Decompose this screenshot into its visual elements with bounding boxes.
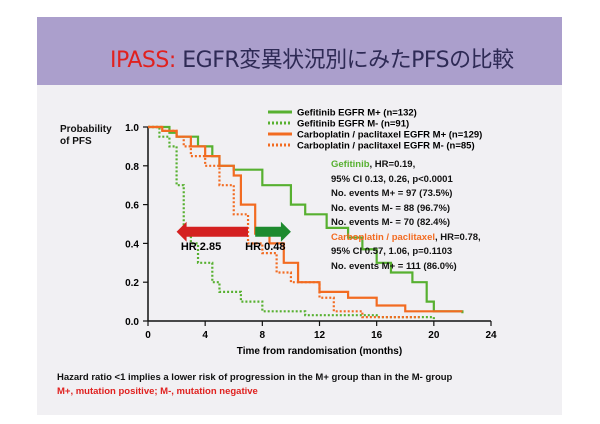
gefitinib-hr: , HR=0.19, bbox=[369, 159, 416, 170]
legend-label: Gefitinib EGFR M+ (n=132) bbox=[297, 108, 417, 119]
y-tick-label: 0.4 bbox=[125, 239, 139, 250]
hr-arrow bbox=[176, 221, 249, 242]
x-tick-label: 0 bbox=[145, 330, 151, 341]
x-tick-label: 16 bbox=[371, 330, 383, 341]
title-band bbox=[37, 17, 562, 85]
stat-line: No. events M+ = 111 (86.0%) bbox=[331, 260, 457, 272]
stat-line: No. events M- = 88 (96.7%) bbox=[331, 202, 451, 214]
x-tick-label: 4 bbox=[202, 330, 208, 341]
slide-title: IPASS: EGFR変異状況別にみたPFSの比較 bbox=[110, 42, 514, 74]
x-axis-label: Time from randomisation (months) bbox=[237, 346, 402, 357]
x-tick-label: 20 bbox=[428, 330, 440, 341]
y-tick-label: 0.0 bbox=[125, 317, 139, 328]
y-tick-label: 0.8 bbox=[125, 162, 139, 173]
stat-line: No. events M+ = 97 (73.5%) bbox=[331, 188, 453, 199]
hr-arrow bbox=[255, 221, 291, 242]
series-line-2 bbox=[148, 125, 463, 313]
stat-line: 95% CI 0.57, 1.06, p=0.1103 bbox=[331, 246, 453, 257]
stats-block: Gefitinib, HR=0.19, 95% CI 0.13, 0.26, p… bbox=[331, 158, 481, 274]
y-tick-label: 0.2 bbox=[125, 278, 139, 289]
footnote-hr: Hazard ratio <1 implies a lower risk of … bbox=[57, 372, 453, 383]
stat-line: No. events M- = 70 (82.4%) bbox=[331, 217, 451, 228]
x-tick-label: 12 bbox=[314, 330, 326, 341]
title-text: EGFR変異状況別にみたPFSの比較 bbox=[182, 48, 514, 73]
x-tick-label: 24 bbox=[485, 330, 497, 341]
y-tick-label: 1.0 bbox=[125, 123, 139, 134]
hr-label: HR 2.85 bbox=[181, 241, 221, 253]
legend-label: Gefitinib EGFR M- (n=91) bbox=[297, 119, 409, 130]
y-axis-label: Probability of PFS bbox=[60, 124, 112, 147]
title-prefix: IPASS: bbox=[110, 48, 176, 73]
legend-label: Carboplatin / paclitaxel EGFR M- (n=85) bbox=[297, 141, 475, 152]
gefitinib-label: Gefitinib bbox=[331, 159, 370, 170]
carbo-hr: , HR=0.78, bbox=[435, 231, 481, 243]
stat-line: 95% CI 0.13, 0.26, p<0.0001 bbox=[331, 173, 453, 185]
legend-label: Carboplatin / paclitaxel EGFR M+ (n=129) bbox=[297, 130, 482, 141]
hr-label: HR 0.48 bbox=[245, 241, 285, 253]
carbo-label: Carboplatin / paclitaxel bbox=[331, 231, 435, 243]
x-tick-label: 8 bbox=[260, 330, 266, 341]
series-line-3 bbox=[148, 125, 420, 319]
y-tick-label: 0.6 bbox=[125, 201, 139, 212]
footnote-abbrev: M+, mutation positive; M-, mutation nega… bbox=[57, 386, 258, 397]
series-line-1 bbox=[148, 125, 435, 321]
